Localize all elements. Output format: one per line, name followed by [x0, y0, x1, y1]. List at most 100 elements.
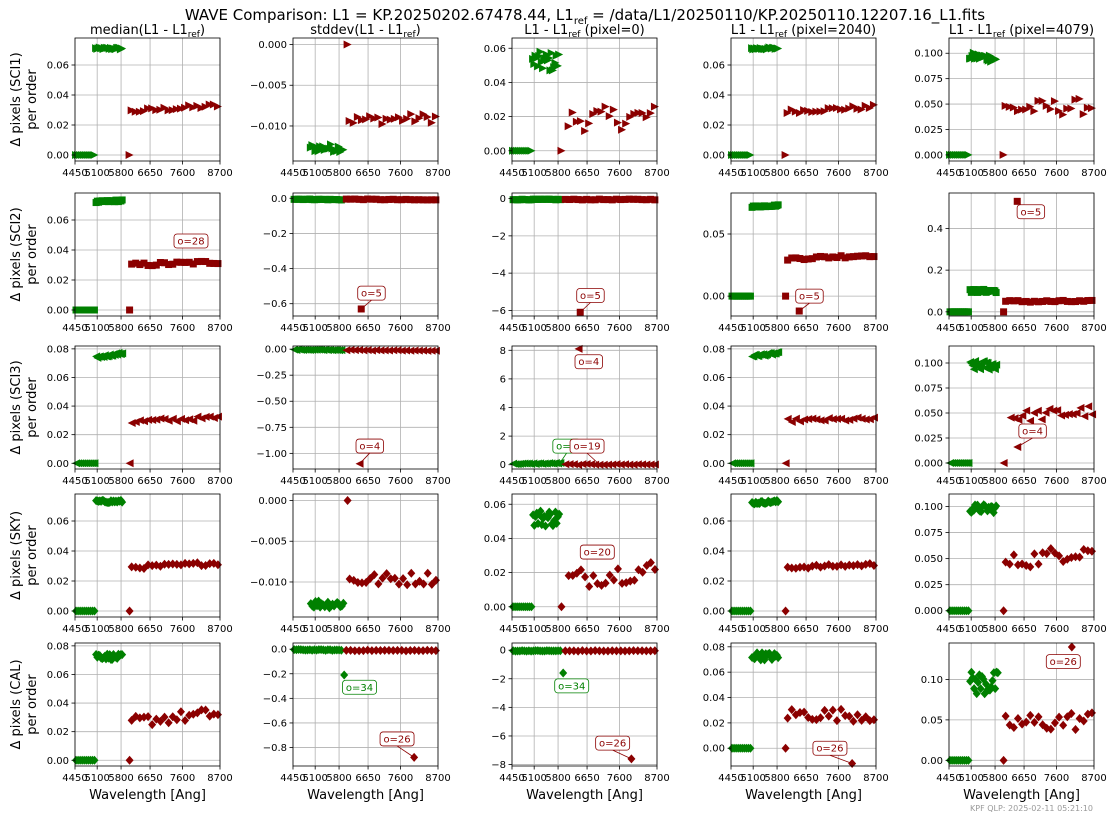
data-point	[201, 102, 210, 111]
x-tick-label: 6650	[355, 168, 380, 179]
data-point	[380, 645, 389, 655]
data-point	[337, 196, 345, 204]
data-point	[556, 196, 564, 204]
footer-timestamp: KPF QLP: 2025-02-11 05:21:10	[970, 804, 1093, 813]
y-tick-label: 0.05	[921, 715, 943, 726]
plot-area	[75, 193, 220, 316]
data-point	[148, 720, 157, 730]
data-point	[1084, 402, 1093, 411]
x-tick-label: 5800	[326, 624, 351, 635]
x-tick-label: 6650	[137, 168, 162, 179]
data-point	[1006, 413, 1015, 422]
data-point	[633, 460, 642, 469]
data-point	[1088, 296, 1096, 304]
y-tick-label: 0.06	[47, 61, 69, 72]
data-point	[585, 119, 594, 128]
data-point	[578, 196, 586, 204]
data-point	[189, 103, 198, 112]
data-point	[345, 117, 354, 126]
data-point	[1022, 717, 1031, 727]
x-tick-label: 5800	[764, 624, 789, 635]
data-point	[394, 113, 403, 122]
data-point	[1071, 724, 1080, 734]
x-tick-label: 6650	[574, 773, 599, 784]
data-point	[214, 260, 222, 268]
data-point	[589, 110, 598, 119]
y-tick-label: 0.02	[47, 121, 69, 132]
x-tick-label: 5800	[982, 476, 1007, 487]
data-point	[605, 112, 614, 121]
data-point	[390, 114, 399, 123]
data-point	[399, 574, 408, 584]
x-tick-label: 7600	[388, 168, 413, 179]
x-tick-label: 7600	[1044, 624, 1069, 635]
data-point	[849, 253, 857, 261]
y-tick-label: 0.06	[484, 500, 506, 511]
x-tick-label: 5800	[764, 323, 789, 334]
axes-frame	[730, 493, 877, 618]
data-point	[1079, 716, 1088, 726]
annotation-label: o=28	[177, 237, 204, 248]
y-tick-label: −0.4	[263, 264, 287, 275]
annotation-box	[1016, 204, 1046, 220]
data-point	[423, 196, 431, 204]
data-point	[601, 102, 610, 111]
data-point	[193, 258, 201, 266]
data-point	[1072, 409, 1081, 418]
data-point	[595, 195, 603, 203]
data-point	[1001, 711, 1010, 721]
data-point	[781, 606, 790, 616]
data-point	[865, 103, 874, 112]
y-tick-label: 0.00	[47, 306, 69, 317]
data-point	[616, 646, 625, 656]
data-point	[1026, 102, 1035, 111]
data-point	[1022, 406, 1031, 415]
data-point	[774, 44, 783, 53]
row-label-3: Δ pixels (SCI3)per order	[9, 360, 40, 454]
data-point	[591, 646, 600, 656]
data-point	[832, 414, 841, 423]
data-point	[817, 252, 825, 260]
data-point	[837, 252, 845, 260]
data-point	[999, 459, 1008, 467]
x-tick-label: 8700	[644, 624, 669, 635]
data-point	[604, 196, 612, 204]
data-point	[581, 127, 590, 136]
data-point	[593, 107, 602, 116]
data-point	[853, 104, 862, 113]
plot-area	[731, 38, 876, 161]
data-point	[394, 579, 403, 589]
data-point	[376, 346, 385, 355]
data-point	[783, 109, 792, 118]
data-point	[172, 105, 181, 114]
data-point	[845, 253, 853, 261]
data-point	[398, 196, 406, 204]
y-tick-label: 0.075	[914, 74, 943, 85]
x-tick-label: 6650	[1011, 476, 1036, 487]
y-tick-label: 0.06	[703, 517, 725, 528]
y-tick-label: −2	[491, 674, 506, 685]
data-point	[572, 117, 581, 126]
data-point	[774, 201, 782, 209]
x-tick-label: 8700	[1081, 476, 1106, 487]
x-tick-label: 5800	[545, 476, 570, 487]
x-tick-label: 5100	[740, 168, 765, 179]
data-point	[788, 254, 796, 262]
data-point	[148, 104, 157, 113]
data-markers	[946, 197, 1096, 316]
data-point	[403, 114, 412, 123]
data-point	[845, 711, 854, 721]
data-point	[861, 101, 870, 110]
data-point	[1013, 714, 1022, 724]
data-point	[612, 195, 620, 203]
annotation-label: o=34	[346, 683, 373, 694]
y-tick-label: 0	[500, 194, 506, 205]
x-tick-label: 6650	[1011, 168, 1036, 179]
data-markers	[290, 195, 440, 313]
data-point	[385, 195, 393, 203]
